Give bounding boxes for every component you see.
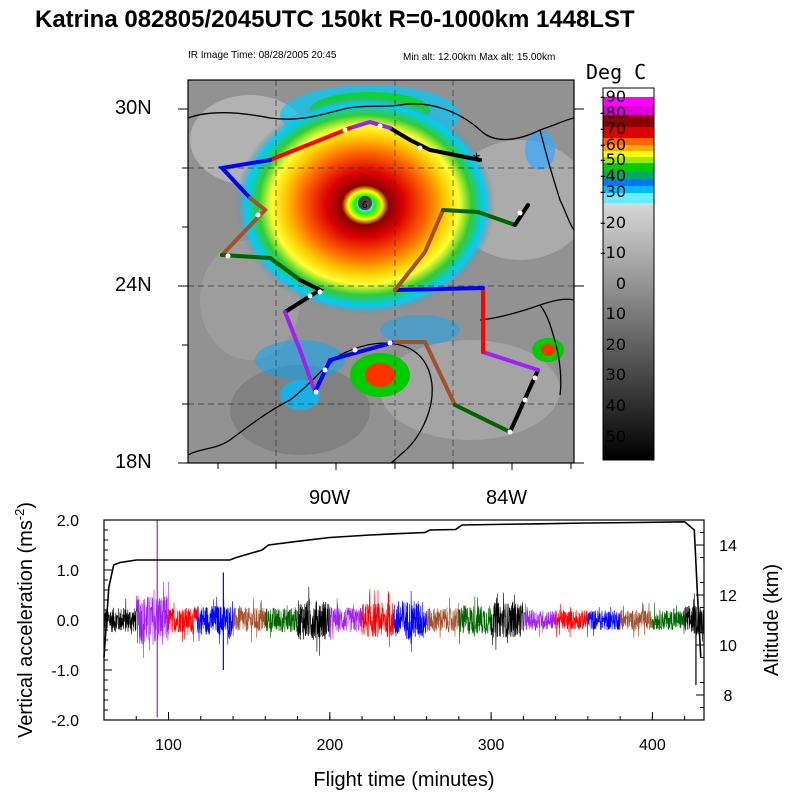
y-tick-label: -1.0 [51, 663, 79, 680]
colorbar-tick-label: 50 [605, 427, 626, 446]
ir-image-time: IR Image Time: 08/28/2005 20:45 [188, 50, 337, 61]
colorbar [602, 87, 655, 461]
y2-tick-label: 10 [719, 638, 737, 655]
acceleration-segment [394, 590, 427, 652]
acceleration-segment [232, 598, 266, 643]
y2-tick-label: 14 [719, 538, 737, 555]
colorbar-tick-label: -40 [599, 166, 626, 185]
svg-text:*: * [473, 150, 480, 170]
colorbar-tick-label: 30 [605, 365, 626, 384]
figure-title: Katrina 082805/2045UTC 150kt R=0-1000km … [35, 6, 635, 33]
acceleration-segment [197, 596, 234, 645]
x-tick-label: 100 [155, 737, 182, 754]
colorbar-tick-label: 10 [605, 304, 626, 323]
x-tick-label: 400 [639, 737, 666, 754]
hurricane-eye [358, 196, 372, 210]
acceleration-segment [684, 593, 705, 642]
x-axis-label: Flight time (minutes) [313, 769, 494, 791]
y-tick-label: -2.0 [51, 713, 79, 730]
lat-label-24n: 24N [115, 274, 152, 296]
colorbar-tick-label: 40 [605, 396, 626, 415]
y2-axis-label: Altitude (km) [761, 564, 783, 676]
lon-label-84w: 84W [486, 487, 528, 509]
acceleration-segment [361, 588, 395, 648]
y-tick-label: 1.0 [57, 563, 79, 580]
acceleration-segment [426, 597, 460, 638]
x-tick-label: 200 [316, 737, 343, 754]
acceleration-segment [490, 592, 524, 650]
colorbar-tick-label: -50 [599, 150, 626, 169]
svg-text:6: 6 [362, 200, 368, 211]
acceleration-segment [458, 596, 492, 644]
colorbar-tick-label: -70 [599, 119, 626, 138]
colorbar-tick-label: -10 [599, 243, 626, 262]
lat-label-18n: 18N [115, 451, 152, 473]
acceleration-altitude-chart: 2.0 1.0 0.0 -1.0 -2.0 14 12 10 8 100 200 300 400 Flig… [12, 502, 783, 791]
altitude-range: Min alt: 12.00km Max alt: 15.00km [403, 52, 556, 63]
colorbar-tick-label: -30 [599, 182, 626, 201]
y-tick-label: 2.0 [57, 513, 79, 530]
colorbar-tick-label: 0 [615, 274, 626, 293]
acceleration-segment [555, 603, 589, 638]
colorbar-tick-label: -90 [599, 87, 626, 106]
acceleration-segment [523, 603, 556, 637]
colorbar-tick-label: -80 [599, 103, 626, 122]
acceleration-segment [103, 598, 137, 635]
acceleration-segment [652, 602, 685, 635]
acceleration-segment [168, 602, 198, 643]
y2-tick-label: 8 [724, 688, 733, 705]
colorbar-tick-label: 20 [605, 335, 626, 354]
acceleration-segment [329, 598, 363, 640]
colorbar-tick-label: -20 [599, 213, 626, 232]
colorbar-tick-label: -60 [599, 135, 626, 154]
y-axis-label: Vertical acceleration (ms-2) [12, 502, 37, 738]
altitude-line [103, 520, 702, 658]
lon-label-90w: 90W [309, 487, 351, 509]
cloud-field: 6 * [188, 80, 574, 463]
acceleration-segment [265, 605, 298, 638]
acceleration-segment [136, 581, 169, 659]
x-tick-label: 300 [478, 737, 505, 754]
acceleration-segment [587, 606, 621, 636]
lat-label-30n: 30N [115, 97, 152, 119]
satellite-map: 6 * [178, 79, 655, 470]
colorbar-title: Deg C [586, 60, 647, 84]
dropsonde-markers [225, 123, 538, 435]
y-tick-label: 0.0 [57, 613, 79, 630]
flight-track [217, 119, 540, 434]
acceleration-segment [619, 602, 653, 638]
y2-tick-label: 12 [719, 588, 737, 605]
acceleration-segment [297, 586, 331, 656]
